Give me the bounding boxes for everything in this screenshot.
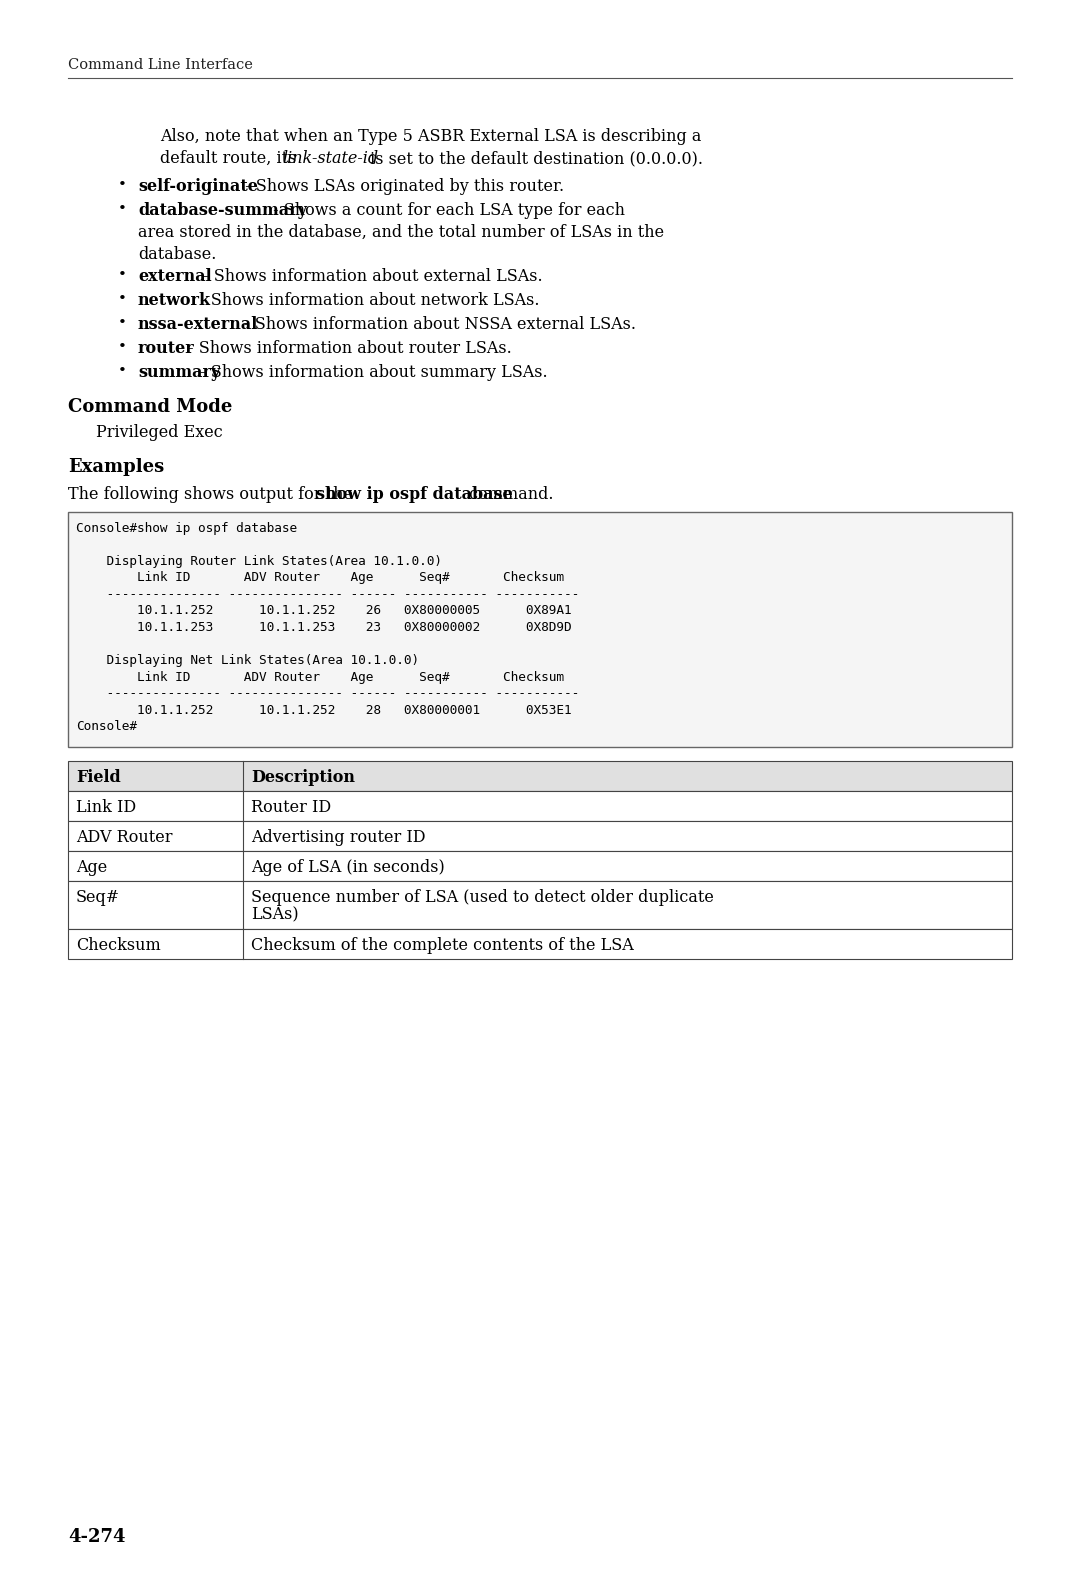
Text: nssa-external: nssa-external — [138, 316, 258, 333]
Text: Age of LSA (in seconds): Age of LSA (in seconds) — [251, 859, 445, 876]
Text: 10.1.1.253      10.1.1.253    23   0X80000002      0X8D9D: 10.1.1.253 10.1.1.253 23 0X80000002 0X8D… — [76, 622, 571, 634]
Text: Sequence number of LSA (used to detect older duplicate: Sequence number of LSA (used to detect o… — [251, 889, 714, 906]
Text: - Shows a count for each LSA type for each: - Shows a count for each LSA type for ea… — [268, 203, 625, 218]
Text: router: router — [138, 341, 194, 356]
Text: Checksum of the complete contents of the LSA: Checksum of the complete contents of the… — [251, 936, 634, 953]
Text: link-state-id: link-state-id — [282, 151, 378, 166]
Text: •: • — [118, 316, 126, 330]
Text: 10.1.1.252      10.1.1.252    28   0X80000001      0X53E1: 10.1.1.252 10.1.1.252 28 0X80000001 0X53… — [76, 703, 571, 716]
Text: •: • — [118, 203, 126, 217]
Text: - Shows information about network LSAs.: - Shows information about network LSAs. — [195, 292, 540, 309]
Text: LSAs): LSAs) — [251, 906, 299, 923]
Text: •: • — [118, 292, 126, 306]
Text: - Shows LSAs originated by this router.: - Shows LSAs originated by this router. — [240, 177, 564, 195]
Text: Checksum: Checksum — [76, 936, 161, 953]
Bar — [68, 512, 1012, 746]
Text: self-originate: self-originate — [138, 177, 258, 195]
Text: Router ID: Router ID — [251, 799, 332, 815]
Text: show ip ospf database: show ip ospf database — [316, 487, 513, 502]
Text: Also, note that when an Type 5 ASBR External LSA is describing a: Also, note that when an Type 5 ASBR Exte… — [160, 129, 701, 144]
Text: Displaying Net Link States(Area 10.1.0.0): Displaying Net Link States(Area 10.1.0.0… — [76, 655, 419, 667]
Text: •: • — [118, 268, 126, 283]
Text: network: network — [138, 292, 211, 309]
Text: is set to the default destination (0.0.0.0).: is set to the default destination (0.0.0… — [365, 151, 703, 166]
Text: Advertising router ID: Advertising router ID — [251, 829, 426, 846]
Text: summary: summary — [138, 364, 220, 382]
Text: Seq#: Seq# — [76, 889, 120, 906]
Text: Console#: Console# — [76, 721, 137, 733]
Text: Command Line Interface: Command Line Interface — [68, 58, 253, 72]
Text: Age: Age — [76, 859, 107, 876]
Bar — [68, 881, 1012, 928]
Text: Examples: Examples — [68, 458, 164, 476]
Text: Field: Field — [76, 768, 121, 785]
Bar — [68, 821, 1012, 851]
Text: - Shows information about summary LSAs.: - Shows information about summary LSAs. — [195, 364, 548, 382]
Text: The following shows output for the: The following shows output for the — [68, 487, 359, 502]
Bar — [68, 928, 1012, 959]
Text: 10.1.1.252      10.1.1.252    26   0X80000005      0X89A1: 10.1.1.252 10.1.1.252 26 0X80000005 0X89… — [76, 604, 571, 617]
Text: Link ID       ADV Router    Age      Seq#       Checksum: Link ID ADV Router Age Seq# Checksum — [76, 670, 564, 683]
Text: Description: Description — [251, 768, 355, 785]
Text: Command Mode: Command Mode — [68, 399, 232, 416]
Text: database-summary: database-summary — [138, 203, 307, 218]
Text: Link ID: Link ID — [76, 799, 136, 815]
Bar — [68, 760, 1012, 791]
Text: ADV Router: ADV Router — [76, 829, 173, 846]
Text: external: external — [138, 268, 212, 286]
Bar — [68, 791, 1012, 821]
Text: area stored in the database, and the total number of LSAs in the: area stored in the database, and the tot… — [138, 225, 664, 242]
Text: 4-274: 4-274 — [68, 1528, 125, 1546]
Text: •: • — [118, 177, 126, 192]
Text: •: • — [118, 364, 126, 378]
Text: Privileged Exec: Privileged Exec — [96, 424, 222, 441]
Text: command.: command. — [464, 487, 554, 502]
Text: --------------- --------------- ------ ----------- -----------: --------------- --------------- ------ -… — [76, 688, 579, 700]
Text: Displaying Router Link States(Area 10.1.0.0): Displaying Router Link States(Area 10.1.… — [76, 556, 442, 568]
Text: --------------- --------------- ------ ----------- -----------: --------------- --------------- ------ -… — [76, 589, 579, 601]
Text: Console#show ip ospf database: Console#show ip ospf database — [76, 521, 297, 535]
Text: •: • — [118, 341, 126, 353]
Text: Link ID       ADV Router    Age      Seq#       Checksum: Link ID ADV Router Age Seq# Checksum — [76, 571, 564, 584]
Bar — [68, 851, 1012, 881]
Text: default route, its: default route, its — [160, 151, 301, 166]
Text: - Shows information about router LSAs.: - Shows information about router LSAs. — [183, 341, 512, 356]
Text: database.: database. — [138, 246, 216, 264]
Text: - Shows information about external LSAs.: - Shows information about external LSAs. — [198, 268, 542, 286]
Text: - Shows information about NSSA external LSAs.: - Shows information about NSSA external … — [239, 316, 636, 333]
